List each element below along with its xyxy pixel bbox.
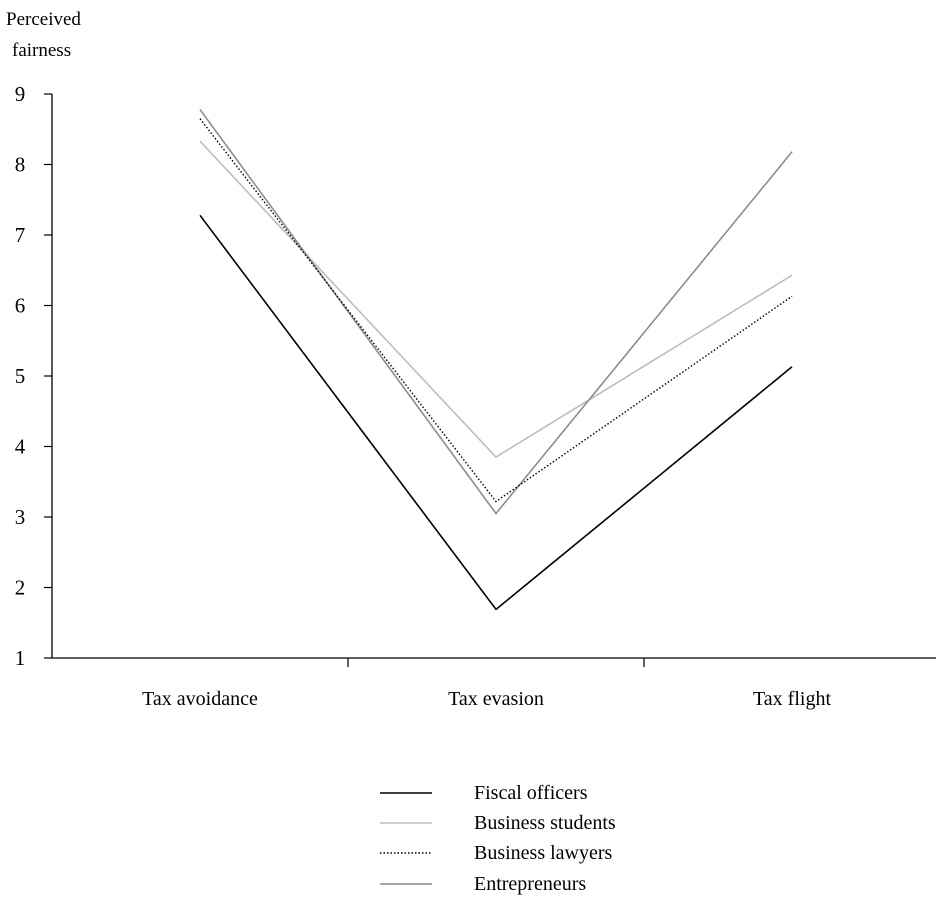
y-axis-label-line-1: Perceived xyxy=(6,9,81,30)
x-axis-ticks: Tax avoidance Tax evasion Tax flight xyxy=(142,658,831,710)
y-tick-label: 8 xyxy=(15,153,26,177)
y-tick-label: 5 xyxy=(15,364,26,388)
legend-label: Entrepreneurs xyxy=(474,873,586,895)
series-line-business-lawyers xyxy=(199,118,793,503)
y-axis-label: Perceived fairness xyxy=(6,9,81,61)
series-line-fiscal-officers xyxy=(199,214,793,611)
y-tick-label: 3 xyxy=(15,505,26,529)
x-tick-label: Tax flight xyxy=(753,688,831,710)
axes xyxy=(51,94,936,659)
legend: Fiscal officers Business students Business… xyxy=(380,782,616,895)
series-line-business-students xyxy=(199,140,793,459)
y-axis-ticks: 1 2 3 4 5 6 7 8 9 xyxy=(15,82,52,670)
series-lines xyxy=(199,109,793,611)
x-tick-label: Tax avoidance xyxy=(142,688,258,710)
legend-label: Business lawyers xyxy=(474,842,613,864)
y-tick-label: 6 xyxy=(15,294,26,318)
legend-label: Business students xyxy=(474,812,616,834)
y-tick-label: 4 xyxy=(15,435,26,459)
series-line-entrepreneurs xyxy=(199,109,793,515)
y-tick-label: 1 xyxy=(15,646,26,670)
y-tick-label: 9 xyxy=(15,82,26,106)
x-tick-label: Tax evasion xyxy=(448,688,544,710)
y-tick-label: 2 xyxy=(15,576,26,600)
y-tick-label: 7 xyxy=(15,223,26,247)
y-axis-label-line-2: fairness xyxy=(12,40,71,61)
legend-label: Fiscal officers xyxy=(474,782,588,804)
